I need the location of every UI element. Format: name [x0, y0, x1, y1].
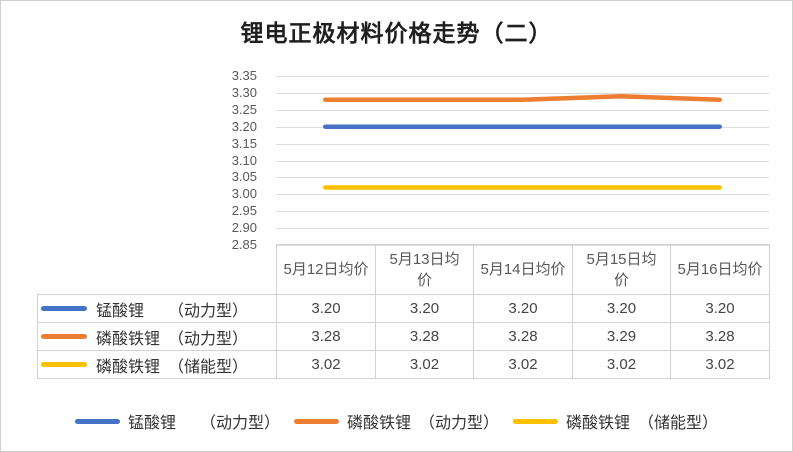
legend-swatch-icon	[293, 418, 339, 424]
gridline	[276, 228, 769, 230]
table-cell: 3.02	[276, 350, 376, 379]
gridline	[276, 92, 769, 94]
table-row: 锰酸锂 （动力型） 3.20 3.20 3.20 3.20 3.20	[37, 294, 770, 323]
gridline	[276, 126, 769, 128]
table-cell: 3.28	[375, 322, 474, 351]
series-name-label: 磷酸铁锂 （储能型）	[96, 358, 249, 376]
table-cell: 3.28	[276, 322, 376, 351]
legend-key-icon	[41, 306, 87, 311]
y-axis-tick-label: 3.20	[231, 118, 257, 134]
y-axis-tick-label: 3.30	[231, 84, 257, 100]
legend-key-icon	[41, 362, 87, 367]
legend-item: 磷酸铁锂 （储能型）	[513, 409, 718, 433]
gridline	[276, 109, 769, 111]
table-cell: 3.20	[473, 294, 573, 323]
table-cell: 3.02	[375, 350, 474, 379]
legend-item-label: 磷酸铁锂 （动力型）	[346, 415, 499, 432]
table-cell: 3.20	[670, 294, 770, 323]
table-row-label: 锰酸锂 （动力型）	[37, 294, 277, 323]
y-axis-tick-label: 2.95	[231, 203, 257, 219]
legend-item-label: 磷酸铁锂 （储能型）	[566, 415, 719, 432]
table-cell: 3.28	[473, 322, 573, 351]
table-cell: 3.20	[572, 294, 671, 323]
legend-item-label: 锰酸锂 （动力型）	[127, 415, 280, 432]
table-header-cell: 5月15日均价	[572, 244, 671, 295]
table-cell: 3.20	[276, 294, 376, 323]
legend-swatch-icon	[513, 418, 558, 424]
table-row: 磷酸铁锂 （动力型） 3.28 3.28 3.28 3.29 3.28	[37, 322, 770, 351]
gridline	[276, 194, 769, 196]
table-header-cell: 5月12日均价	[276, 244, 376, 295]
series-name-label: 磷酸铁锂 （动力型）	[96, 330, 249, 348]
y-axis-tick-label: 3.35	[231, 68, 257, 83]
y-axis-tick-label: 2.90	[231, 220, 257, 236]
table-cell: 3.20	[375, 294, 474, 323]
y-axis-tick-label: 3.00	[231, 186, 257, 202]
chart-legend: 锰酸锂 （动力型） 磷酸铁锂 （动力型） 磷酸铁锂 （储能型）	[1, 407, 792, 435]
table-row: 磷酸铁锂 （储能型） 3.02 3.02 3.02 3.02 3.02	[37, 350, 770, 379]
table-cell: 3.02	[670, 350, 770, 379]
data-table: 5月12日均价 5月13日均价 5月14日均价 5月15日均价 5月16日均价锰酸锂 （…	[37, 244, 770, 379]
table-cell: 3.02	[473, 350, 573, 379]
legend-key-icon	[41, 334, 87, 339]
table-cell: 3.02	[572, 350, 671, 379]
table-cell: 3.28	[670, 322, 770, 351]
gridline	[276, 177, 769, 179]
chart-title: 锂电正极材料价格走势（二）	[240, 21, 553, 46]
y-axis-tick-label: 3.10	[231, 152, 257, 168]
y-axis-tick-label: 2.85	[231, 237, 257, 252]
y-axis-tick-label: 3.05	[231, 169, 257, 185]
gridline	[276, 76, 769, 77]
series-name-label: 锰酸锂 （动力型）	[96, 302, 249, 320]
table-row-label: 磷酸铁锂 （动力型）	[37, 322, 277, 351]
table-corner-cell	[38, 245, 277, 295]
gridline	[276, 211, 769, 213]
table-header-cell: 5月14日均价	[473, 244, 573, 295]
table-row-label: 磷酸铁锂 （储能型）	[37, 350, 277, 379]
series-line-1	[323, 94, 722, 102]
gridline	[276, 143, 769, 145]
table-header-cell: 5月13日均价	[375, 244, 474, 295]
y-axis-tick-label: 3.25	[231, 101, 257, 117]
legend-item: 锰酸锂 （动力型）	[74, 409, 280, 433]
y-axis-tick-label: 3.15	[231, 135, 257, 151]
legend-swatch-icon	[74, 418, 120, 424]
gridline	[276, 160, 769, 162]
table-cell: 3.29	[572, 322, 671, 351]
legend-item: 磷酸铁锂 （动力型）	[293, 409, 499, 433]
table-header-cell: 5月16日均价	[670, 244, 770, 295]
